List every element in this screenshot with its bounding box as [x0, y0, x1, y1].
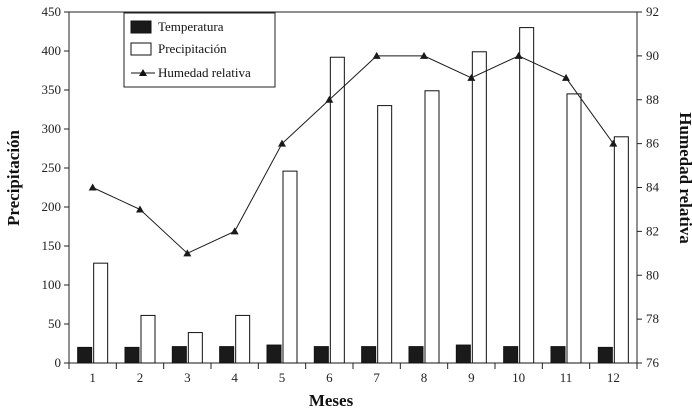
x-tick-label: 11: [560, 370, 573, 385]
legend-label-humedad: Humedad relativa: [158, 65, 251, 80]
bar-precipitacion: [187, 332, 203, 364]
legend-label-precipitacion: Precipitación: [158, 41, 227, 56]
legend: Temperatura Precipitación Humedad relati…: [123, 12, 276, 88]
right-tick-label: 90: [646, 48, 659, 63]
x-tick-label: 5: [279, 370, 286, 385]
bar-precipitacion: [471, 51, 487, 364]
legend-swatch-temperatura: [130, 20, 152, 34]
bar-temperatura: [597, 346, 613, 364]
left-tick-label: 300: [42, 121, 62, 136]
right-tick-label: 80: [646, 267, 659, 282]
bar-precipitacion: [140, 314, 156, 364]
bar-precipitacion: [613, 136, 629, 364]
bar-temperatura: [266, 344, 282, 364]
x-tick-label: 2: [137, 370, 144, 385]
humedad-point: [420, 51, 428, 59]
x-tick-label: 6: [326, 370, 333, 385]
humedad-point: [278, 139, 286, 147]
bars-group: [77, 27, 629, 364]
left-y-axis: 0 50 100 150 200 250 300 350 400 450: [42, 4, 69, 370]
right-tick-label: 88: [646, 92, 659, 107]
bar-temperatura: [171, 346, 187, 364]
legend-label-temperatura: Temperatura: [158, 19, 224, 34]
left-tick-label: 100: [42, 277, 62, 292]
humedad-point: [372, 51, 381, 59]
bar-precipitacion: [566, 93, 582, 364]
humedad-point: [88, 183, 97, 191]
right-tick-label: 92: [646, 4, 659, 19]
humedad-point: [514, 51, 523, 59]
humedad-point: [230, 227, 239, 235]
left-tick-label: 450: [42, 4, 62, 19]
humedad-point: [562, 73, 570, 81]
left-tick-label: 400: [42, 43, 62, 58]
x-axis-title: Meses: [309, 391, 354, 410]
bar-temperatura: [124, 346, 140, 364]
x-tick-label: 7: [373, 370, 380, 385]
bar-precipitacion: [282, 170, 298, 364]
bar-temperatura: [550, 346, 566, 364]
legend-swatch-precipitacion: [130, 42, 152, 56]
left-tick-label: 200: [42, 199, 62, 214]
x-axis: 1 2 3 4 5 6 7 8 9 10 11 12: [68, 363, 638, 385]
humedad-point: [467, 73, 476, 81]
right-tick-label: 76: [646, 355, 660, 370]
legend-marker-humedad: [139, 69, 147, 76]
bar-temperatura: [77, 346, 93, 364]
humedad-line: [92, 55, 614, 254]
bar-precipitacion: [377, 105, 393, 364]
x-tick-label: 12: [607, 370, 620, 385]
humedad-point: [325, 95, 334, 103]
bar-precipitacion: [329, 56, 345, 364]
right-tick-label: 86: [646, 136, 660, 151]
x-tick-label: 1: [89, 370, 96, 385]
right-y-axis: 76 78 80 82 84 86 88 90 92: [637, 4, 660, 370]
humedad-point: [183, 249, 192, 257]
humedad-point: [609, 139, 618, 147]
left-tick-label: 150: [42, 238, 62, 253]
left-tick-label: 0: [55, 355, 62, 370]
x-tick-label: 4: [231, 370, 238, 385]
x-tick-label: 8: [421, 370, 428, 385]
right-tick-label: 84: [646, 180, 660, 195]
bar-temperatura: [503, 346, 519, 364]
bar-temperatura: [313, 346, 329, 364]
bar-temperatura: [455, 344, 471, 364]
x-tick-label: 10: [512, 370, 525, 385]
bar-temperatura: [219, 346, 235, 364]
y-axis-title: Precipitación: [4, 129, 23, 226]
x-tick-label: 3: [184, 370, 191, 385]
left-tick-label: 350: [42, 82, 62, 97]
right-tick-label: 78: [646, 311, 659, 326]
bar-temperatura: [408, 346, 424, 364]
bar-precipitacion: [235, 314, 251, 364]
y2-axis-title: Humedad relativa: [676, 112, 692, 244]
bar-temperatura: [361, 346, 377, 364]
left-tick-label: 50: [48, 316, 61, 331]
bar-precipitacion: [519, 27, 535, 364]
humidity-line-group: [88, 51, 618, 257]
x-tick-label: 9: [468, 370, 475, 385]
bar-precipitacion: [424, 90, 440, 364]
humedad-point: [136, 205, 144, 213]
bar-precipitacion: [93, 262, 109, 364]
left-tick-label: 250: [42, 160, 62, 175]
right-tick-label: 82: [646, 223, 659, 238]
